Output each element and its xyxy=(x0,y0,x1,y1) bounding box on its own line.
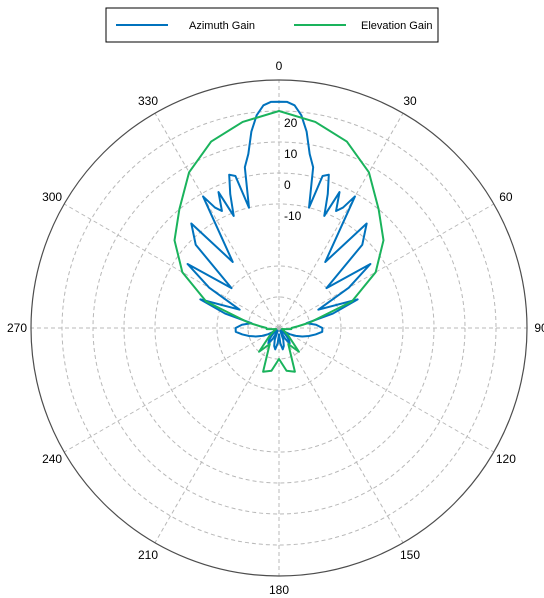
legend-label-elevation: Elevation Gain xyxy=(361,20,433,32)
grid-spoke xyxy=(278,327,404,544)
angle-tick-label: 180 xyxy=(269,583,289,597)
angle-tick-label: 30 xyxy=(403,94,417,108)
angle-tick-label: 240 xyxy=(42,452,62,466)
angle-tick-label: 330 xyxy=(138,94,158,108)
grid-spoke xyxy=(278,203,495,329)
grid-ring xyxy=(216,265,342,391)
grid-spoke xyxy=(154,112,280,329)
legend-label-azimuth: Azimuth Gain xyxy=(189,20,255,32)
radial-tick-label: 20 xyxy=(284,116,298,130)
polar-grid xyxy=(30,79,528,577)
legend: Azimuth Gain Elevation Gain xyxy=(105,7,439,43)
grid-ring xyxy=(154,203,404,453)
grid-spoke xyxy=(63,203,280,329)
angle-tick-label: 150 xyxy=(400,548,420,562)
grid-spoke xyxy=(278,327,495,453)
angle-tick-label: 300 xyxy=(42,190,62,204)
grid-spoke xyxy=(154,327,280,544)
angle-tick-label: 0 xyxy=(276,59,283,73)
radial-tick-label: 0 xyxy=(284,178,291,192)
angle-tick-label: 210 xyxy=(138,548,158,562)
radial-tick-label: -10 xyxy=(284,209,302,223)
angle-tick-label: 120 xyxy=(496,452,516,466)
grid-spoke xyxy=(278,112,404,329)
angle-tick-label: 60 xyxy=(499,190,513,204)
radial-tick-label: 10 xyxy=(284,147,298,161)
axis-labels: 0 30 60 90 120 150 180 210 240 270 300 330 -10 0 10 20 xyxy=(7,59,544,597)
grid-spoke xyxy=(63,327,280,453)
series-layer xyxy=(173,100,385,373)
outer-ring xyxy=(30,79,528,577)
angle-tick-label: 270 xyxy=(7,321,27,335)
angle-tick-label: 90 xyxy=(534,321,544,335)
series-elevation-gain xyxy=(173,110,385,373)
series-azimuth-gain xyxy=(186,100,372,351)
